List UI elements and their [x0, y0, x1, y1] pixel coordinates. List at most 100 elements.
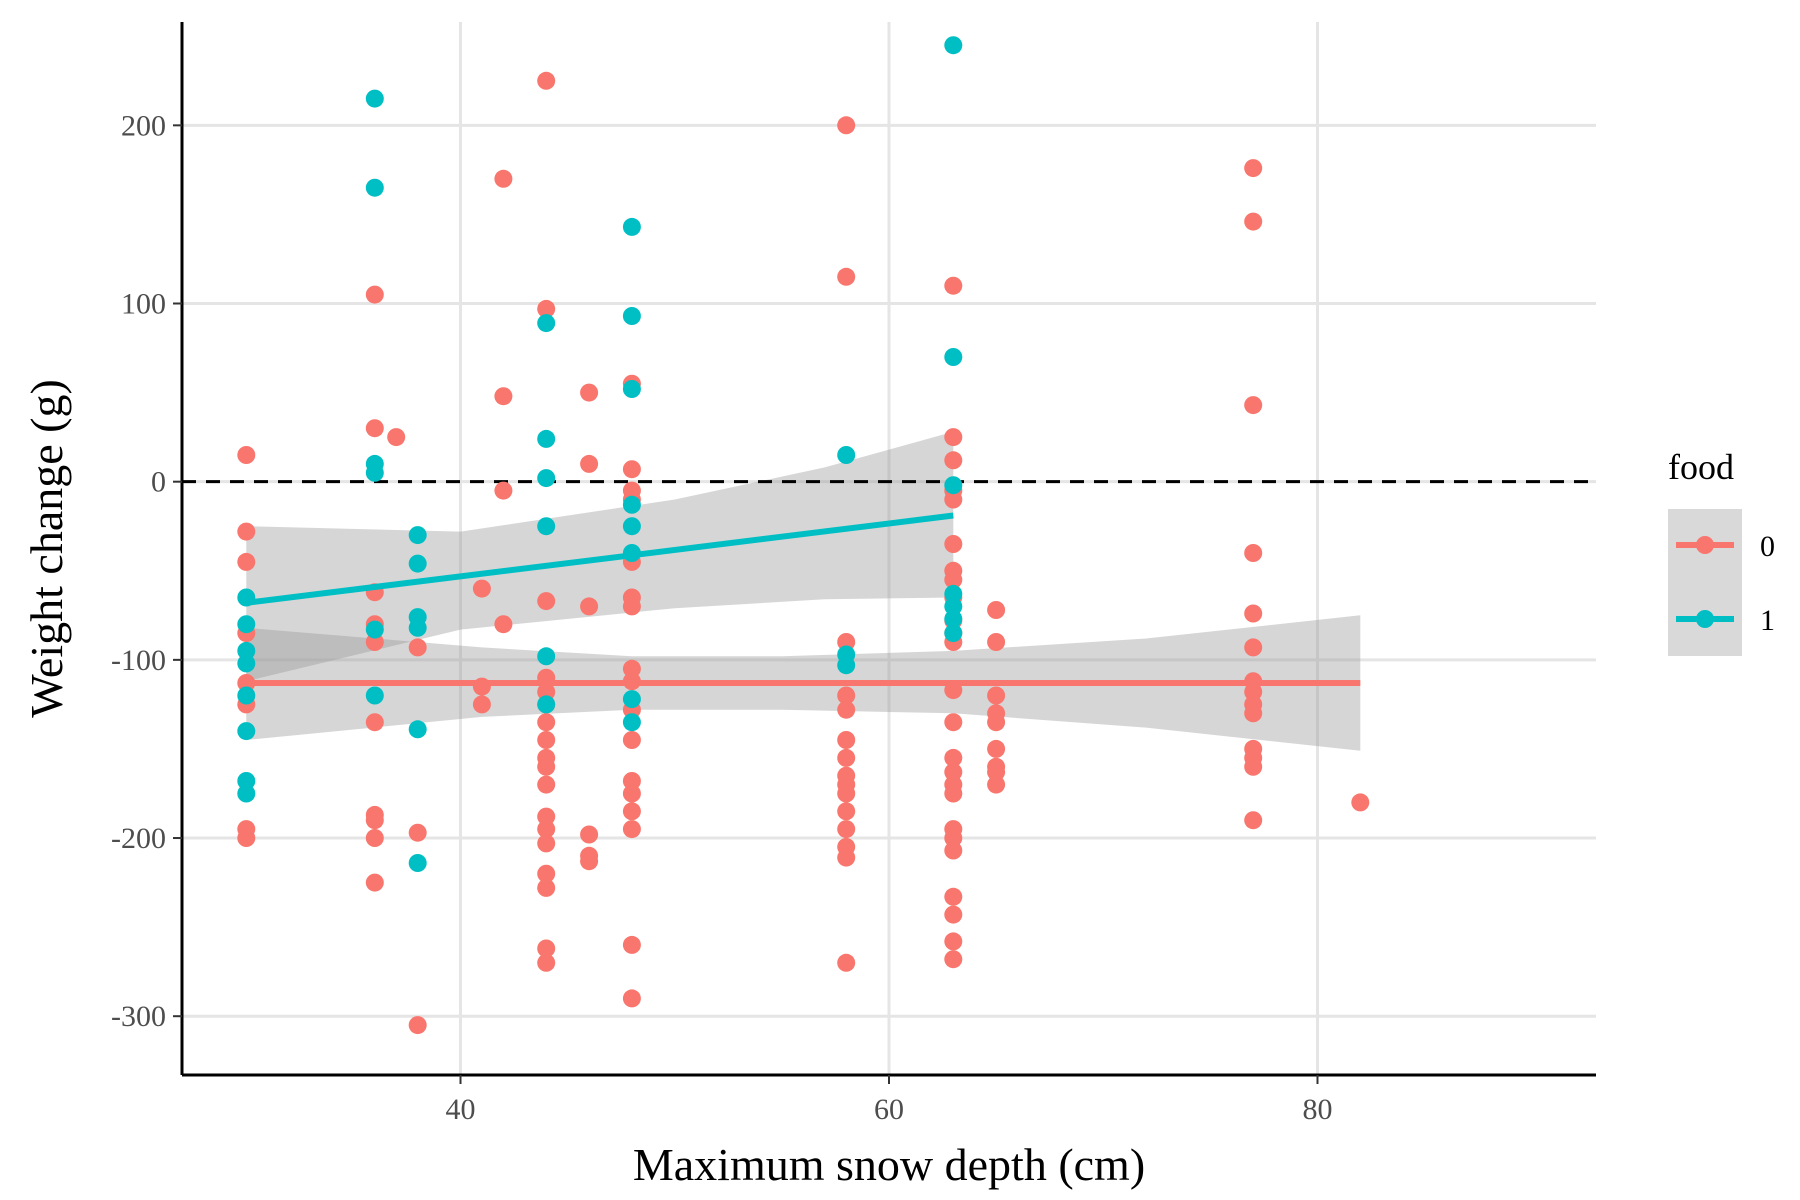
- data-point-0: [622, 597, 641, 616]
- data-point-0: [944, 713, 963, 732]
- data-point-1: [537, 469, 556, 488]
- data-point-0: [944, 451, 963, 470]
- data-point-0: [537, 775, 556, 794]
- data-point-1: [408, 720, 427, 739]
- data-point-1: [408, 854, 427, 872]
- data-point-1: [944, 597, 963, 616]
- data-point-1: [408, 618, 427, 637]
- data-point-0: [408, 823, 427, 842]
- data-point-1: [837, 656, 856, 675]
- y-tick-label: -300: [111, 1000, 166, 1033]
- data-point-1: [537, 647, 556, 666]
- data-point-0: [622, 772, 641, 790]
- data-point-0: [944, 841, 963, 860]
- data-point-0: [837, 700, 856, 719]
- data-point-0: [494, 387, 513, 406]
- data-point-1: [622, 380, 641, 398]
- data-point-1: [944, 624, 963, 643]
- data-point-1: [622, 690, 641, 709]
- data-point-1: [622, 495, 641, 514]
- data-point-0: [494, 615, 513, 634]
- data-point-1: [622, 307, 641, 325]
- data-point-0: [837, 633, 856, 651]
- data-point-0: [987, 739, 1006, 758]
- data-point-0: [537, 953, 556, 972]
- data-point-1: [365, 89, 384, 108]
- data-point-0: [837, 686, 856, 705]
- legend-key-point-1: [1696, 610, 1714, 628]
- data-point-1: [944, 584, 963, 603]
- data-point-1: [365, 620, 384, 639]
- data-point-0: [537, 71, 556, 90]
- data-point-1: [237, 722, 256, 741]
- data-point-0: [1244, 682, 1263, 701]
- data-point-0: [537, 807, 556, 826]
- x-tick-label: 60: [874, 1093, 904, 1126]
- data-point-0: [987, 713, 1006, 732]
- data-point-0: [580, 597, 599, 616]
- x-tick-label: 80: [1302, 1093, 1332, 1126]
- data-point-0: [837, 748, 856, 767]
- data-point-0: [408, 1016, 427, 1035]
- data-point-0: [837, 848, 856, 867]
- data-point-0: [622, 731, 641, 749]
- data-point-1: [237, 686, 256, 705]
- data-point-1: [237, 772, 256, 790]
- data-point-0: [1244, 396, 1263, 415]
- data-point-1: [537, 314, 556, 333]
- data-point-0: [944, 829, 963, 847]
- data-point-0: [987, 633, 1006, 651]
- axes: [173, 22, 1596, 1084]
- data-point-0: [365, 419, 384, 438]
- data-point-0: [1244, 544, 1263, 562]
- data-point-1: [944, 476, 963, 495]
- x-tick-label: 40: [446, 1093, 476, 1126]
- data-point-0: [944, 748, 963, 767]
- legend-title: food: [1668, 447, 1734, 487]
- data-point-0: [837, 731, 856, 749]
- data-point-0: [622, 820, 641, 839]
- data-point-0: [237, 522, 256, 541]
- data-point-0: [537, 713, 556, 732]
- legend-key-point-0: [1696, 536, 1714, 554]
- data-point-0: [580, 454, 599, 473]
- data-point-0: [987, 601, 1006, 619]
- data-point-0: [622, 802, 641, 821]
- data-point-1: [237, 615, 256, 634]
- data-point-0: [494, 481, 513, 500]
- data-point-1: [944, 609, 963, 628]
- data-point-0: [944, 784, 963, 803]
- data-point-0: [987, 763, 1006, 782]
- data-point-0: [944, 887, 963, 906]
- data-point-0: [537, 731, 556, 749]
- data-point-0: [537, 757, 556, 776]
- data-point-1: [537, 429, 556, 448]
- data-point-0: [622, 659, 641, 678]
- fit-line-1: [245, 512, 954, 606]
- x-axis-title: Maximum snow depth (cm): [633, 1139, 1145, 1190]
- data-point-1: [622, 217, 641, 236]
- data-point-1: [622, 517, 641, 536]
- legend: food 0 1: [1668, 447, 1775, 656]
- data-point-1: [365, 686, 384, 705]
- data-point-0: [622, 989, 641, 1008]
- data-point-0: [1244, 757, 1263, 776]
- data-point-1: [408, 554, 427, 573]
- data-point-0: [537, 939, 556, 958]
- confidence-bands: [246, 431, 1361, 751]
- data-point-0: [580, 852, 599, 871]
- y-tick-label: -200: [111, 822, 166, 855]
- data-point-0: [537, 682, 556, 701]
- data-point-0: [944, 763, 963, 782]
- data-point-0: [237, 829, 256, 847]
- fit-lines: [245, 512, 1361, 687]
- data-point-0: [472, 695, 491, 714]
- data-point-0: [987, 686, 1006, 705]
- data-point-0: [944, 932, 963, 951]
- data-point-0: [365, 811, 384, 830]
- data-point-0: [837, 267, 856, 286]
- y-tick-label: 0: [151, 466, 166, 499]
- data-point-0: [837, 784, 856, 803]
- y-axis-title: Weight change (g): [21, 379, 72, 718]
